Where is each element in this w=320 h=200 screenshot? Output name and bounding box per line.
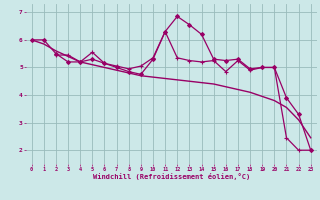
X-axis label: Windchill (Refroidissement éolien,°C): Windchill (Refroidissement éolien,°C) [92, 173, 250, 180]
